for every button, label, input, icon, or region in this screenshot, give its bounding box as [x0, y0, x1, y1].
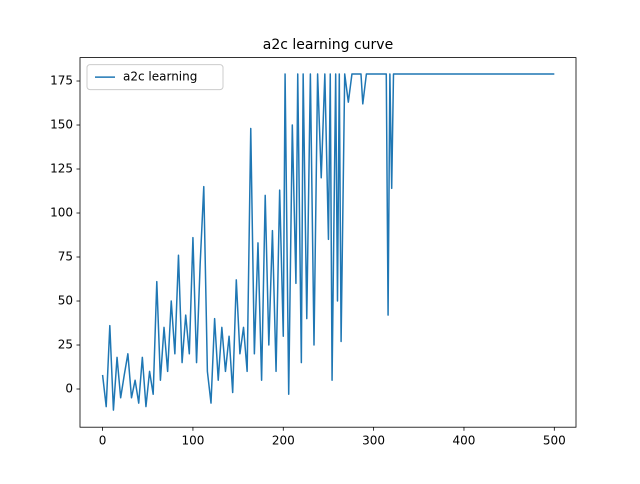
- y-tick-label: 150: [50, 118, 73, 132]
- x-tick-label: 500: [543, 434, 566, 448]
- chart-title: a2c learning curve: [263, 37, 393, 53]
- y-tick-label: 25: [58, 338, 73, 352]
- y-tick-label: 75: [58, 250, 73, 264]
- y-tick-label: 0: [65, 382, 73, 396]
- line: [101, 73, 555, 411]
- x-tick-label: 0: [99, 434, 107, 448]
- x-tick-label: 400: [453, 434, 476, 448]
- y-tick-label: 100: [50, 206, 73, 220]
- x-tick-label: 200: [272, 434, 295, 448]
- x-tick-label: 300: [362, 434, 385, 448]
- legend-label: a2c learning: [123, 70, 197, 84]
- axes-frame: [79, 57, 577, 428]
- y-tick-label: 50: [58, 294, 73, 308]
- y-tick-label: 175: [50, 74, 73, 88]
- legend-box: [86, 64, 224, 91]
- y-tick-label: 125: [50, 162, 73, 176]
- x-tick-label: 100: [181, 434, 204, 448]
